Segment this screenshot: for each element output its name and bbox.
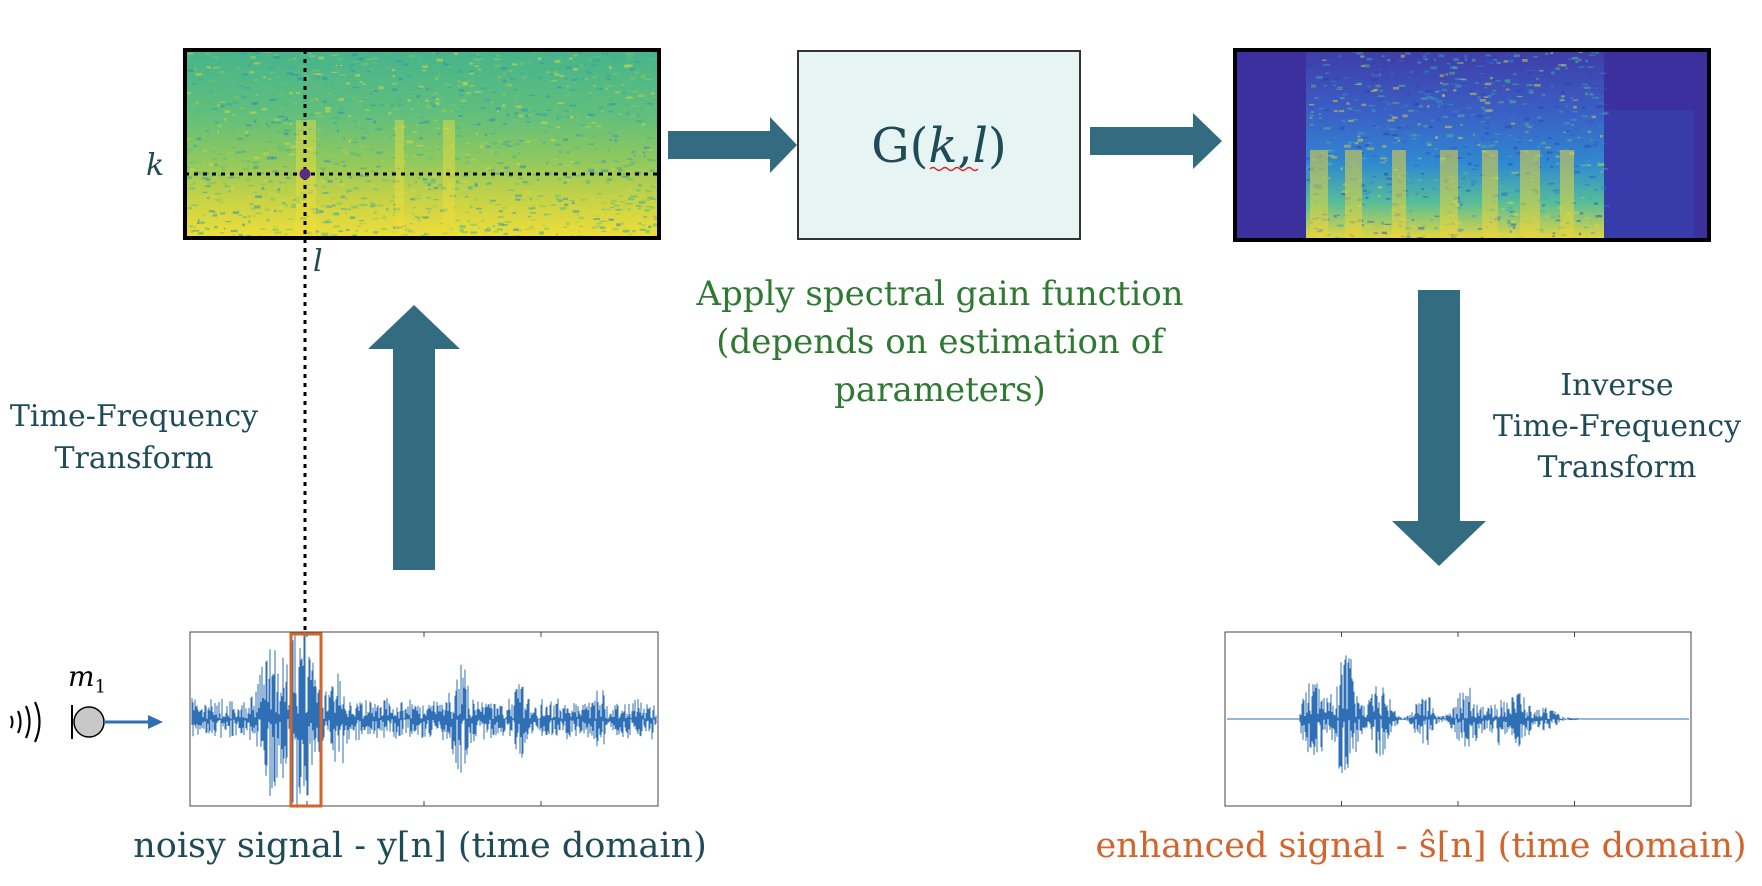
gain-description-line-1: Apply spectral gain function bbox=[696, 274, 1184, 314]
gain-function-label: G(k,l) bbox=[798, 118, 1080, 174]
inverse-tf-transform-label: Inverse Time-Frequency Transform bbox=[1486, 365, 1748, 488]
frequency-index-label: k bbox=[146, 148, 165, 183]
gain-description: Apply spectral gain function (depends on… bbox=[665, 270, 1215, 414]
time-index-label: l bbox=[313, 244, 323, 279]
gain-l: l bbox=[972, 118, 989, 174]
arrow-up-transform bbox=[368, 305, 460, 570]
highlight-frame-box bbox=[289, 632, 323, 808]
gain-function-box bbox=[797, 50, 1081, 240]
gain-comma: , bbox=[957, 118, 973, 174]
tf-transform-line-2: Transform bbox=[54, 441, 214, 476]
inverse-tf-line-1: Inverse bbox=[1560, 368, 1674, 403]
gain-prefix: G( bbox=[871, 118, 929, 174]
spellcheck-squiggle bbox=[929, 166, 979, 172]
enhanced-signal-caption: enhanced signal - ŝ[n] (time domain) bbox=[1095, 826, 1747, 866]
gain-description-line-3: parameters) bbox=[834, 370, 1046, 410]
microphone-label: m1 bbox=[68, 660, 106, 698]
sound-waves-icon bbox=[9, 701, 41, 743]
microphone-label-m: m bbox=[68, 660, 95, 693]
noisy-waveform-plot bbox=[189, 631, 659, 808]
gain-k: k bbox=[928, 118, 958, 174]
microphone-label-sub: 1 bbox=[94, 676, 107, 698]
noisy-signal-caption: noisy signal - y[n] (time domain) bbox=[133, 826, 707, 866]
tf-transform-label: Time-Frequency Transform bbox=[0, 396, 268, 480]
crosshair-lines bbox=[185, 50, 659, 632]
bin-point-dot bbox=[299, 168, 311, 180]
tf-transform-line-1: Time-Frequency bbox=[9, 399, 259, 434]
noisy-spectrogram bbox=[183, 48, 661, 240]
gain-description-line-2: (depends on estimation of bbox=[716, 322, 1164, 362]
enhanced-spectrogram bbox=[1233, 48, 1711, 242]
arrow-down-inverse-transform bbox=[1392, 290, 1486, 566]
microphone-icon bbox=[71, 705, 163, 739]
inverse-tf-line-3: Transform bbox=[1537, 450, 1697, 485]
inverse-tf-line-2: Time-Frequency bbox=[1492, 409, 1742, 444]
gain-suffix: ) bbox=[988, 118, 1007, 174]
arrow-to-gain bbox=[668, 117, 797, 173]
arrow-from-gain bbox=[1090, 113, 1222, 169]
enhanced-waveform-plot bbox=[1224, 631, 1692, 807]
